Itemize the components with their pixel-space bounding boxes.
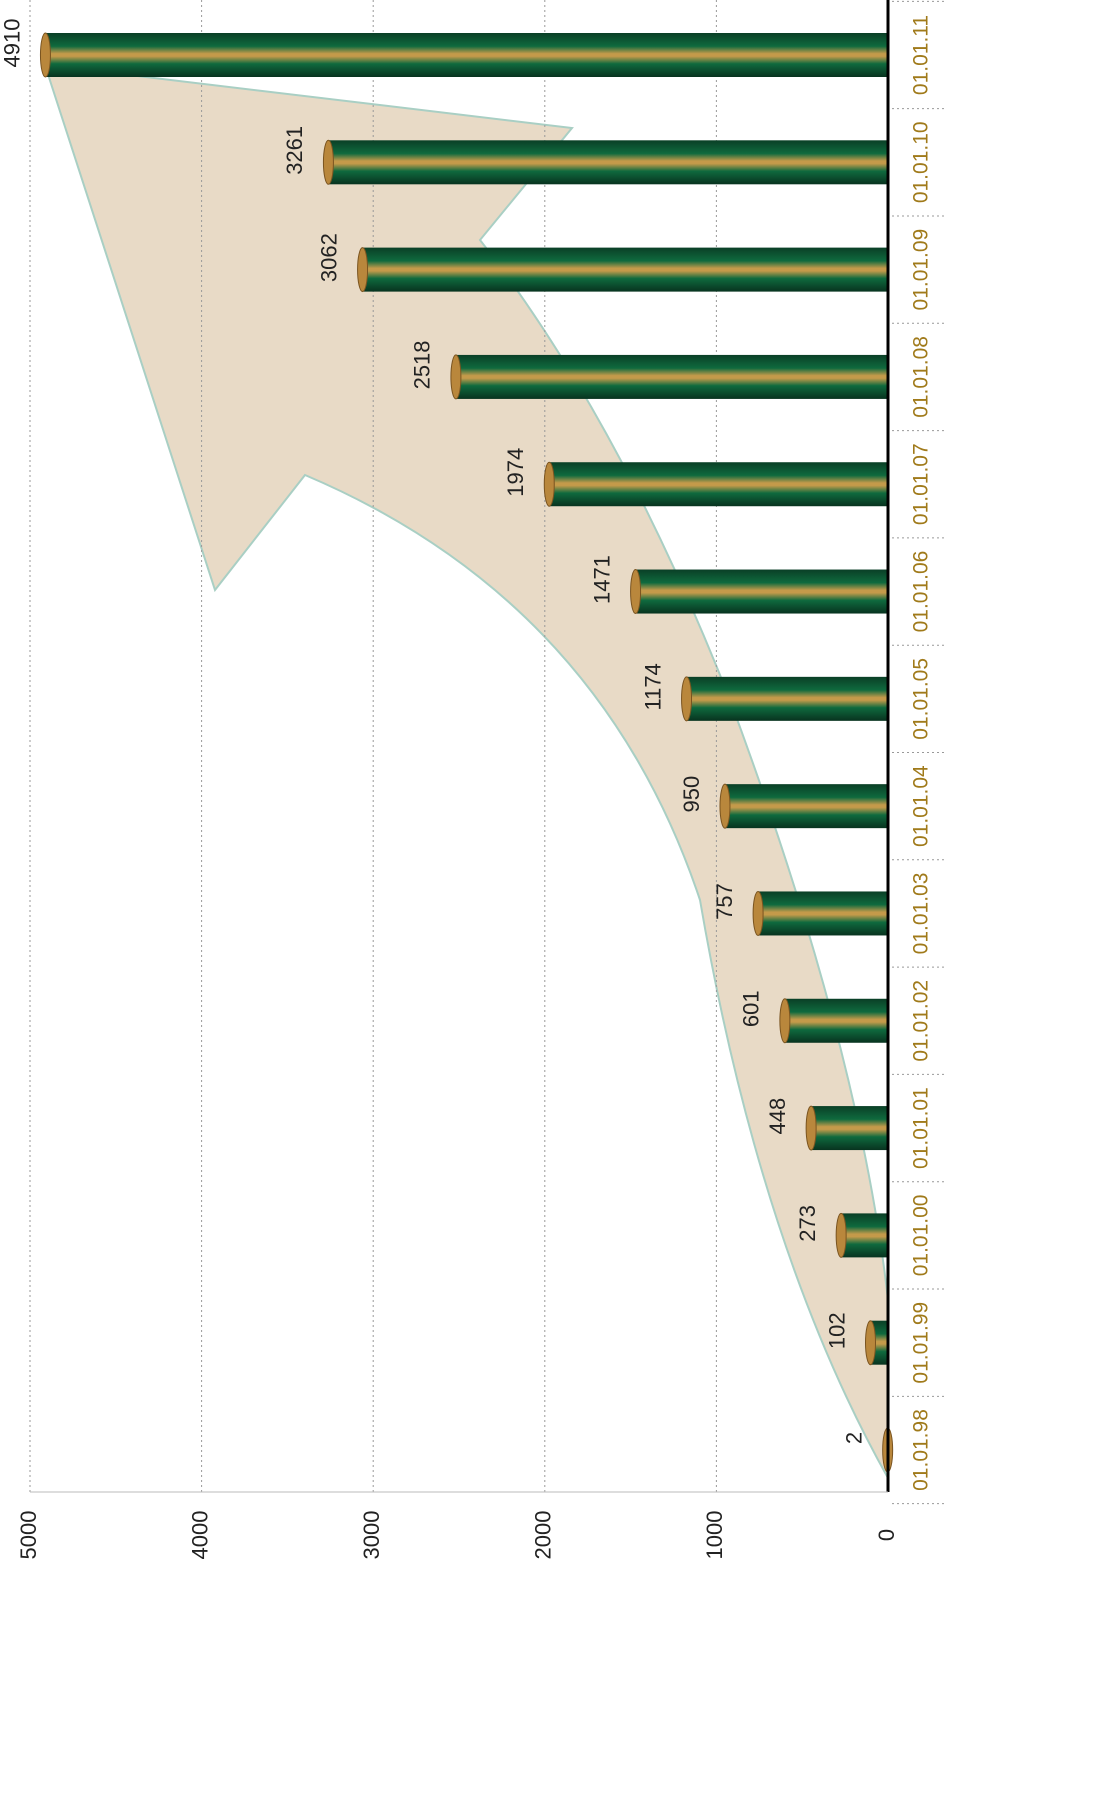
- category-label: 01.01.05: [910, 658, 933, 740]
- category-label: 01.01.07: [910, 443, 933, 525]
- value-label: 2518: [410, 340, 435, 389]
- bar-cap: [357, 247, 369, 293]
- value-label: 4910: [0, 19, 24, 68]
- value-label: 273: [795, 1205, 820, 1242]
- bar: [362, 247, 888, 292]
- bar: [841, 1213, 888, 1258]
- bar-cap: [681, 676, 693, 722]
- bar: [784, 998, 888, 1043]
- bar: [811, 1106, 888, 1151]
- value-label: 601: [739, 990, 764, 1027]
- bar: [686, 676, 888, 721]
- bar-cap: [719, 783, 731, 829]
- category-label: 01.01.98: [910, 1409, 933, 1491]
- value-label: 1974: [503, 448, 528, 497]
- category-label: 01.01.03: [910, 873, 933, 955]
- bar-cap: [805, 1105, 817, 1151]
- value-label: 3062: [316, 233, 341, 282]
- category-label: 01.01.02: [910, 980, 933, 1062]
- bar: [45, 33, 889, 77]
- y-tick-label: 2000: [531, 1511, 556, 1560]
- bar-cap: [864, 1320, 876, 1366]
- bar: [328, 140, 888, 185]
- bar: [549, 462, 888, 507]
- category-label: 01.01.01: [910, 1087, 933, 1169]
- bar-cap: [835, 1212, 847, 1258]
- bar-cap: [450, 354, 462, 400]
- y-tick-label: 0: [874, 1529, 899, 1541]
- category-label: 01.01.04: [910, 765, 933, 847]
- category-label: 01.01.08: [910, 336, 933, 418]
- category-label: 01.01.00: [910, 1195, 933, 1277]
- category-label: 01.01.06: [910, 551, 933, 633]
- y-tick-label: 1000: [702, 1511, 727, 1560]
- value-label: 950: [679, 776, 704, 813]
- bars: 2 102 273 448 601 757 950 1174 1471 1974 2518 3062 3…: [0, 19, 894, 1473]
- bar: [724, 784, 888, 829]
- value-label: 3261: [282, 126, 307, 175]
- bar-cap: [39, 32, 51, 78]
- y-tick-label: 3000: [359, 1511, 384, 1560]
- value-label: 1471: [589, 555, 614, 604]
- bar-cap: [543, 461, 555, 507]
- value-label: 102: [824, 1312, 849, 1349]
- y-tick-label: 4000: [187, 1511, 212, 1560]
- category-label: 01.01.11: [910, 15, 933, 95]
- bar: [455, 354, 888, 399]
- bar-cap: [630, 569, 642, 615]
- bar: [635, 569, 888, 614]
- value-label: 1174: [640, 663, 665, 710]
- bar: [758, 891, 888, 936]
- bar-cap: [779, 998, 791, 1044]
- bar-cap: [322, 139, 334, 185]
- value-label: 2: [841, 1432, 866, 1444]
- category-label: 01.01.10: [910, 121, 933, 203]
- y-tick-label: 5000: [16, 1511, 41, 1560]
- value-label: 757: [712, 883, 737, 920]
- value-label: 448: [765, 1098, 790, 1135]
- category-label: 01.01.09: [910, 229, 933, 311]
- category-label: 01.01.99: [910, 1302, 933, 1384]
- bar-cap: [752, 890, 764, 936]
